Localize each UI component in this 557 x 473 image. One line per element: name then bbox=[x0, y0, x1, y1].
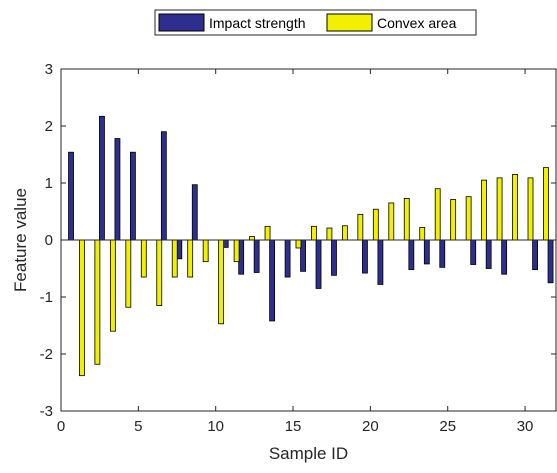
x-tick-label: 5 bbox=[134, 418, 142, 435]
bar-convex-area-13 bbox=[264, 225, 271, 241]
bar-convex-area-29 bbox=[512, 174, 518, 241]
bar-convex-area-1 bbox=[79, 239, 85, 377]
bar-convex-area-10 bbox=[218, 239, 225, 325]
legend-box bbox=[154, 9, 477, 36]
bar-convex-area-17 bbox=[326, 227, 333, 241]
bar-convex-area-30 bbox=[527, 177, 534, 241]
bar-convex-area-8 bbox=[187, 239, 194, 278]
bar-convex-area-22 bbox=[403, 197, 410, 241]
bars-layer bbox=[68, 115, 554, 377]
y-tick-label: -3 bbox=[40, 403, 53, 420]
bar-convex-area-3 bbox=[109, 239, 116, 332]
bar-impact-strength-7 bbox=[160, 131, 167, 241]
ticks-layer: 0 5 10 15 20 25 30 -3 -2 -1 0 1 2 3 bbox=[40, 61, 556, 435]
y-tick-label: 3 bbox=[45, 61, 53, 78]
bar-impact-strength-9 bbox=[191, 184, 198, 241]
x-tick-label: 25 bbox=[439, 418, 456, 435]
bar-convex-area-28 bbox=[496, 177, 503, 241]
y-axis-label: Feature value bbox=[11, 188, 30, 292]
bar-convex-area-31 bbox=[543, 167, 549, 241]
bar-impact-strength-18 bbox=[331, 239, 337, 276]
bar-impact-strength-5 bbox=[129, 151, 136, 241]
legend-label-convex-area: Convex area bbox=[377, 15, 457, 31]
bar-convex-area-18 bbox=[341, 225, 348, 241]
bar-impact-strength-14 bbox=[269, 239, 276, 322]
bar-impact-strength-4 bbox=[114, 138, 121, 241]
bar-impact-strength-31 bbox=[532, 239, 538, 271]
bar-impact-strength-17 bbox=[315, 239, 322, 289]
bar-convex-area-5 bbox=[140, 239, 147, 278]
legend-swatch-convex-area bbox=[326, 13, 373, 32]
bar-convex-area-27 bbox=[481, 179, 488, 241]
y-tick-label: 0 bbox=[45, 232, 53, 249]
legend: Impact strength Convex area bbox=[154, 9, 477, 36]
bar-impact-strength-23 bbox=[408, 239, 415, 271]
bar-impact-strength-28 bbox=[485, 239, 492, 269]
bar-impact-strength-24 bbox=[423, 239, 430, 265]
bar-convex-area-19 bbox=[357, 213, 364, 241]
bar-impact-strength-13 bbox=[253, 239, 260, 273]
x-tick-label: 20 bbox=[362, 418, 379, 435]
bar-convex-area-26 bbox=[465, 196, 472, 241]
bar-convex-area-25 bbox=[450, 199, 457, 241]
bar-convex-area-15 bbox=[295, 239, 302, 249]
bar-impact-strength-21 bbox=[377, 239, 384, 285]
bar-convex-area-9 bbox=[202, 239, 209, 263]
bar-impact-strength-1 bbox=[68, 151, 74, 241]
legend-label-impact-strength: Impact strength bbox=[209, 15, 306, 31]
bar-impact-strength-29 bbox=[501, 239, 508, 275]
bar-impact-strength-27 bbox=[470, 239, 477, 265]
bar-impact-strength-15 bbox=[284, 239, 291, 278]
bar-convex-area-21 bbox=[388, 202, 395, 241]
x-tick-label: 15 bbox=[285, 418, 302, 435]
bar-convex-area-7 bbox=[171, 239, 178, 278]
bar-convex-area-12 bbox=[249, 236, 255, 241]
bar-convex-area-4 bbox=[125, 239, 132, 308]
bar-impact-strength-20 bbox=[362, 239, 368, 274]
x-tick-label: 0 bbox=[57, 418, 65, 435]
bar-impact-strength-3 bbox=[99, 115, 105, 241]
y-tick-label: 1 bbox=[45, 175, 53, 192]
bar-convex-area-23 bbox=[419, 227, 426, 241]
bar-convex-area-6 bbox=[156, 239, 163, 306]
y-tick-label: -1 bbox=[40, 289, 53, 306]
x-tick-label: 10 bbox=[207, 418, 224, 435]
bar-convex-area-20 bbox=[372, 208, 379, 241]
bar-convex-area-11 bbox=[233, 239, 240, 263]
bar-convex-area-2 bbox=[94, 239, 101, 365]
bar-impact-strength-25 bbox=[439, 239, 446, 268]
bar-impact-strength-32 bbox=[547, 239, 554, 284]
x-tick-label: 30 bbox=[517, 418, 534, 435]
bar-convex-area-16 bbox=[311, 225, 317, 241]
y-tick-label: 2 bbox=[45, 118, 53, 135]
bar-convex-area-24 bbox=[434, 188, 441, 241]
legend-swatch-impact-strength bbox=[158, 13, 205, 32]
y-tick-label: -2 bbox=[40, 346, 53, 363]
x-axis-label: Sample ID bbox=[269, 444, 348, 463]
